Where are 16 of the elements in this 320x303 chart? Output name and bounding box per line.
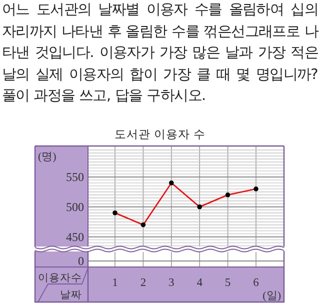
x-tick-label: 5 <box>224 277 231 289</box>
x-axis-title: (일) <box>262 290 282 302</box>
y-tick-label: 450 <box>66 230 84 244</box>
chart-title: 도서관 이용자 수 <box>114 127 206 141</box>
text: 어느 도서관의 날짜별 이용자 수를 올림하여 십의 자리까지 나타낸 후 올림한 수를 꺾은선그래프로 나타낸 것입니다. 이용자가 가장 많은 날과 가장 적은 날의 실제 이용자의 합이 가장 클 때 몇 명입니까? 풀이 과정을 쓰고, 답을 구하시오. <box>2 1 318 106</box>
y-tick-label: 500 <box>66 200 84 214</box>
y-tick-label: 550 <box>66 170 84 184</box>
text: 0 <box>78 254 84 268</box>
x-tick-label: 3 <box>168 277 175 289</box>
text: 날짜 <box>60 289 82 301</box>
x-tick-label: 1 <box>112 277 118 289</box>
text: 이용자수 <box>38 272 82 284</box>
x-tick-label: 2 <box>140 277 146 289</box>
y-axis-title: (명) <box>38 151 57 163</box>
x-tick-label: 6 <box>253 277 260 289</box>
x-tick-label: 4 <box>196 277 203 289</box>
